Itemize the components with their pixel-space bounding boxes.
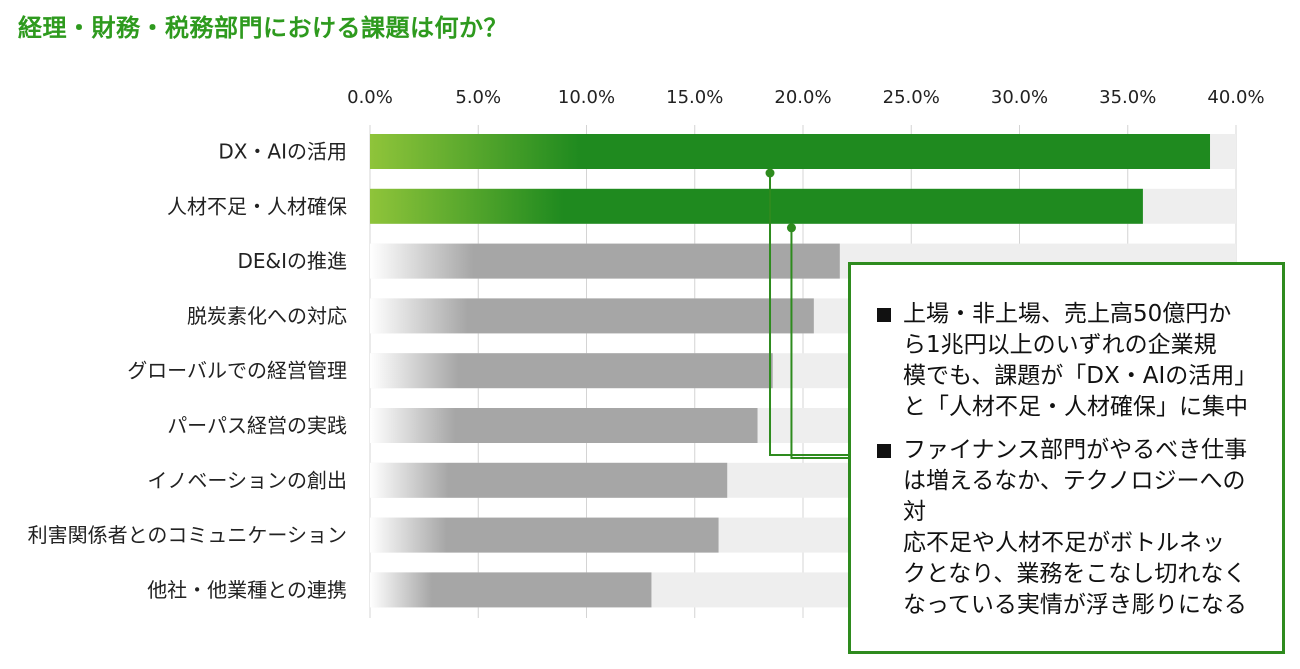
bar (370, 188, 1143, 224)
bar (370, 298, 814, 334)
bar (370, 408, 758, 443)
category-label: 他社・他業種との連携 (147, 578, 347, 602)
category-label: DE&Iの推進 (237, 249, 347, 273)
category-label: 脱炭素化への対応 (187, 304, 347, 328)
bar (370, 517, 719, 553)
x-tick-label: 35.0% (1099, 87, 1156, 108)
category-label: イノベーションの創出 (147, 468, 347, 492)
bar (370, 353, 773, 389)
connector-dot (765, 168, 775, 178)
callout-connector (769, 173, 850, 456)
x-tick-label: 20.0% (774, 87, 831, 108)
x-tick-label: 25.0% (883, 87, 940, 108)
category-label: パーパス経営の実践 (167, 414, 347, 438)
chart-title: 経理・財務・税務部門における課題は何か？ (18, 14, 508, 42)
callout-note-text: 上場・非上場、売上高50億円か ら1兆円以上のいずれの企業規 模でも、課題が「D… (903, 301, 1258, 420)
category-label: グローバルでの経営管理 (127, 359, 347, 383)
square-bullet-icon (877, 444, 891, 458)
callout-note-text: ファイナンス部門がやるべき仕事 は増えるなか、テクノロジーへの対 応不足や人材不… (903, 437, 1248, 618)
x-tick-label: 15.0% (666, 87, 723, 108)
category-label: DX・AIの活用 (218, 140, 347, 164)
bar (370, 134, 1211, 169)
callout-connector (790, 227, 850, 459)
connector-dot (786, 223, 796, 233)
bar (370, 462, 728, 498)
x-tick-label: 0.0% (347, 87, 393, 108)
bar (370, 243, 840, 279)
category-label: 利害関係者とのコミュニケーション (28, 523, 347, 547)
summary-callout: 上場・非上場、売上高50億円か ら1兆円以上のいずれの企業規 模でも、課題が「D… (848, 262, 1285, 654)
callout-note: ファイナンス部門がやるべき仕事 は増えるなか、テクノロジーへの対 応不足や人材不… (877, 435, 1268, 621)
callout-note: 上場・非上場、売上高50億円か ら1兆円以上のいずれの企業規 模でも、課題が「D… (877, 299, 1268, 423)
category-label: 人材不足・人材確保 (167, 194, 347, 218)
x-tick-label: 40.0% (1207, 87, 1264, 108)
bar (370, 572, 652, 608)
square-bullet-icon (877, 308, 891, 322)
x-tick-label: 5.0% (455, 87, 501, 108)
x-tick-label: 30.0% (991, 87, 1048, 108)
x-tick-label: 10.0% (558, 87, 615, 108)
